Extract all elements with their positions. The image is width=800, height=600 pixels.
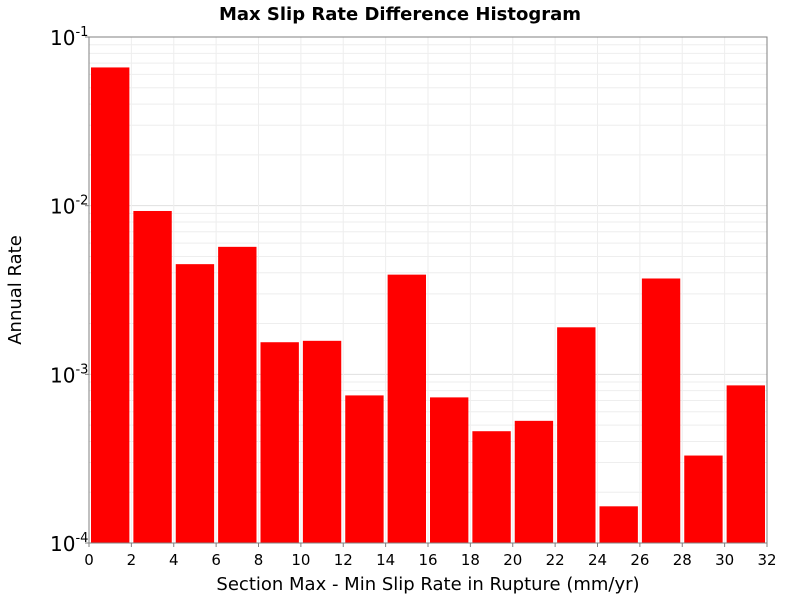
bar (472, 431, 511, 543)
x-tick-label: 14 (376, 551, 395, 569)
bar (514, 420, 554, 543)
bar (557, 327, 596, 543)
bar (91, 67, 130, 543)
x-tick-label: 24 (588, 551, 607, 569)
x-tick-label: 8 (254, 551, 264, 569)
bar (641, 278, 681, 543)
x-tick-label: 20 (503, 551, 522, 569)
x-tick-label: 2 (127, 551, 137, 569)
y-tick-label: 10-3 (50, 362, 88, 387)
x-tick-label: 26 (630, 551, 649, 569)
bar (345, 395, 384, 543)
bar (599, 506, 638, 543)
bars (91, 67, 765, 543)
x-tick-label: 6 (211, 551, 221, 569)
bar (430, 397, 469, 543)
y-axis-ticks: 10-1 10-2 10-3 10-4 (50, 25, 89, 556)
bar (260, 342, 299, 543)
x-tick-label: 32 (757, 551, 776, 569)
x-tick-label: 22 (546, 551, 565, 569)
bar (387, 274, 426, 543)
x-tick-label: 28 (673, 551, 692, 569)
x-axis-label: Section Max - Min Slip Rate in Rupture (… (216, 574, 639, 595)
bar (302, 340, 342, 543)
x-tick-label: 30 (715, 551, 734, 569)
x-tick-label: 4 (169, 551, 179, 569)
x-tick-label: 10 (291, 551, 310, 569)
bar (684, 455, 723, 543)
y-axis-label: Annual Rate (5, 235, 26, 345)
x-tick-label: 12 (334, 551, 353, 569)
y-tick-label: 10-4 (50, 531, 88, 556)
x-tick-label: 18 (461, 551, 480, 569)
y-tick-label: 10-1 (50, 25, 88, 50)
chart-title: Max Slip Rate Difference Histogram (219, 4, 581, 25)
bar (175, 264, 215, 543)
x-axis-ticks: 0 2 4 6 8 10 12 14 16 18 20 22 24 26 28 30 32 (84, 543, 777, 569)
x-tick-label: 16 (418, 551, 437, 569)
bar (133, 210, 172, 543)
y-tick-label: 10-2 (50, 194, 88, 219)
bar (726, 385, 765, 543)
x-tick-label: 0 (84, 551, 94, 569)
bar (218, 246, 257, 543)
